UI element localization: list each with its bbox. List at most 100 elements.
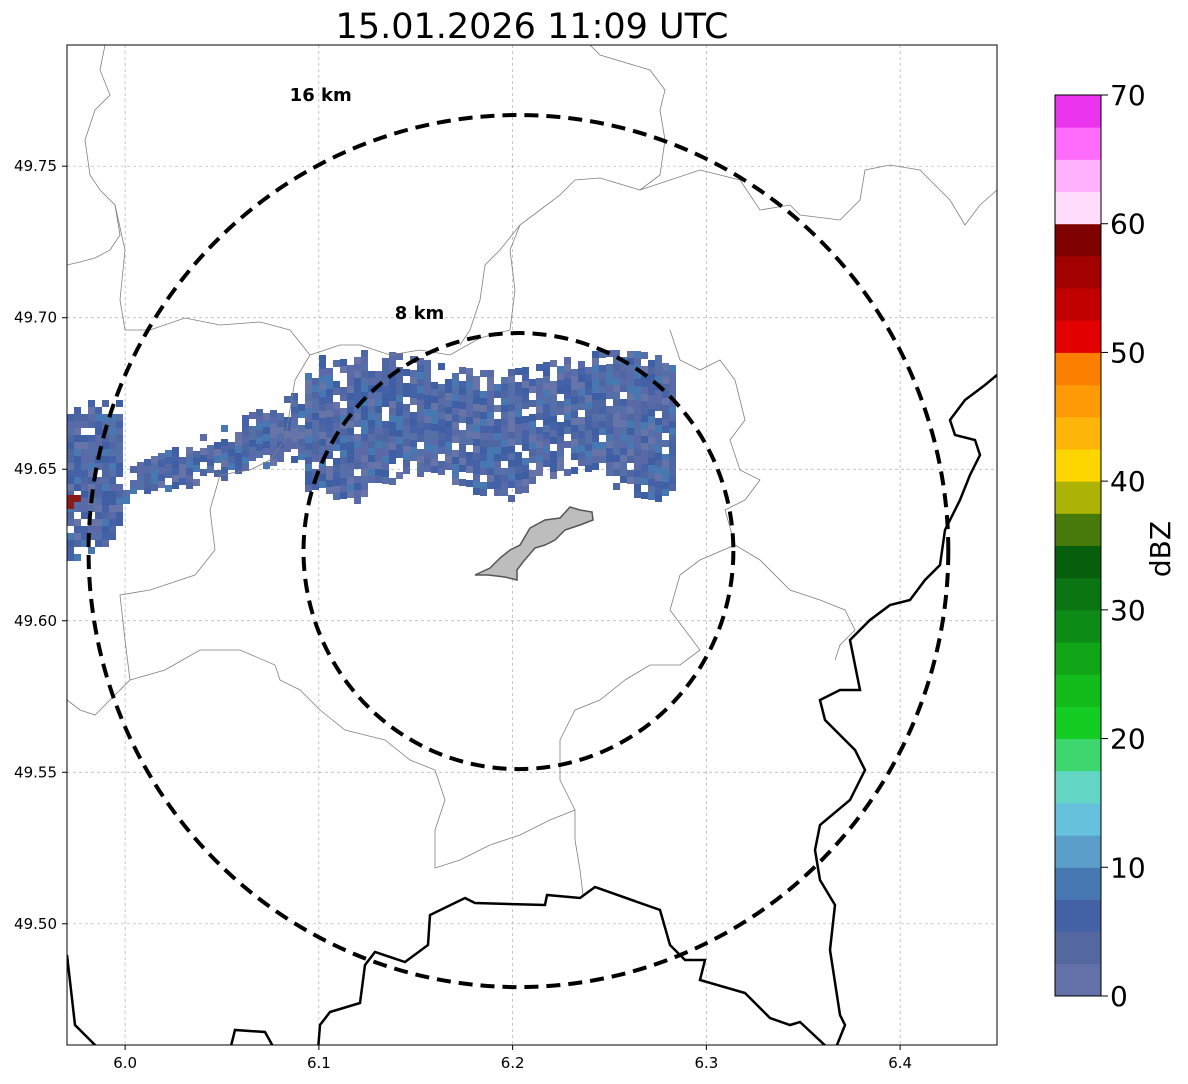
radar-pixel (466, 424, 473, 431)
radar-pixel (445, 421, 452, 428)
radar-pixel (340, 415, 347, 422)
radar-pixel (368, 448, 375, 455)
radar-pixel (270, 417, 277, 424)
radar-pixel (424, 395, 431, 402)
radar-pixel (438, 426, 445, 433)
radar-pixel (228, 442, 235, 449)
radar-pixel (571, 411, 578, 418)
radar-pixel (487, 419, 494, 426)
radar-pixel (585, 395, 592, 402)
radar-pixel (214, 449, 221, 456)
radar-pixel (116, 400, 123, 407)
radar-pixel (102, 540, 109, 547)
radar-pixel (340, 478, 347, 485)
radar-pixel (550, 416, 557, 423)
radar-pixel (410, 412, 417, 419)
commune-boundary (67, 45, 121, 266)
radar-pixel (74, 526, 81, 533)
radar-pixel (95, 512, 102, 519)
radar-pixel (466, 368, 473, 375)
radar-pixel (431, 431, 438, 438)
radar-pixel (67, 449, 74, 456)
radar-pixel (95, 526, 102, 533)
country-border-south (67, 885, 827, 1045)
radar-pixel (571, 383, 578, 390)
radar-pixel (417, 421, 424, 428)
radar-pixel (564, 392, 571, 399)
colorbar-tick-label: 0 (1110, 980, 1128, 1013)
radar-pixel (102, 470, 109, 477)
y-tick-label: 49.70 (14, 309, 57, 327)
radar-pixel (648, 486, 655, 493)
radar-pixel (480, 391, 487, 398)
radar-pixel (592, 463, 599, 470)
radar-pixel (592, 400, 599, 407)
radar-pixel (137, 476, 144, 483)
radar-pixel (242, 429, 249, 436)
radar-pixel (655, 432, 662, 439)
radar-pixel (438, 433, 445, 440)
radar-pixel (347, 442, 354, 449)
colorbar-segment (1055, 223, 1101, 257)
radar-pixel (221, 439, 228, 446)
radar-pixel (648, 388, 655, 395)
radar-pixel (417, 428, 424, 435)
radar-pixel (634, 435, 641, 442)
radar-pixel (424, 444, 431, 451)
radar-pixel (67, 442, 74, 449)
radar-pixel (459, 444, 466, 451)
radar-pixel (515, 452, 522, 459)
radar-pixel (347, 491, 354, 498)
radar-pixel (571, 439, 578, 446)
radar-pixel (515, 368, 522, 375)
radar-pixel (109, 484, 116, 491)
radar-pixel (452, 429, 459, 436)
radar-pixel (109, 533, 116, 540)
radar-pixel (109, 505, 116, 512)
colorbar-segment (1055, 674, 1101, 707)
radar-pixel (487, 391, 494, 398)
radar-pixel (669, 386, 676, 393)
radar-pixel (613, 455, 620, 462)
radar-pixel (333, 360, 340, 367)
radar-pixel (347, 449, 354, 456)
radar-pixel (291, 421, 298, 428)
radar-pixel (74, 414, 81, 421)
radar-pixel (459, 402, 466, 409)
radar-pixel (410, 426, 417, 433)
radar-pixel (242, 443, 249, 450)
radar-pixel (319, 481, 326, 488)
radar-pixel (508, 390, 515, 397)
radar-pixel (627, 470, 634, 477)
radar-pixel (109, 491, 116, 498)
radar-pixel (382, 365, 389, 372)
radar-pixel (606, 378, 613, 385)
radar-pixel (277, 441, 284, 448)
radar-pixel (389, 450, 396, 457)
radar-pixel (466, 480, 473, 487)
radar-pixel (368, 371, 375, 378)
radar-pixel (340, 443, 347, 450)
radar-pixel (340, 471, 347, 478)
colorbar-segment (1055, 288, 1101, 321)
radar-pixel (319, 411, 326, 418)
radar-pixel (515, 466, 522, 473)
radar-pixel (613, 385, 620, 392)
radar-pixel (424, 409, 431, 416)
radar-pixel (242, 450, 249, 457)
radar-pixel (445, 414, 452, 421)
radar-pixel (487, 398, 494, 405)
radar-pixel (417, 407, 424, 414)
radar-pixel (130, 466, 137, 473)
radar-pixel (501, 489, 508, 496)
radar-pixel (361, 364, 368, 371)
radar-pixel (340, 429, 347, 436)
radar-pixel (67, 554, 74, 561)
radar-pixel (249, 412, 256, 419)
radar-pixel (333, 472, 340, 479)
radar-pixel (361, 371, 368, 378)
radar-pixel (431, 459, 438, 466)
radar-pixel (207, 459, 214, 466)
radar-pixel (396, 451, 403, 458)
